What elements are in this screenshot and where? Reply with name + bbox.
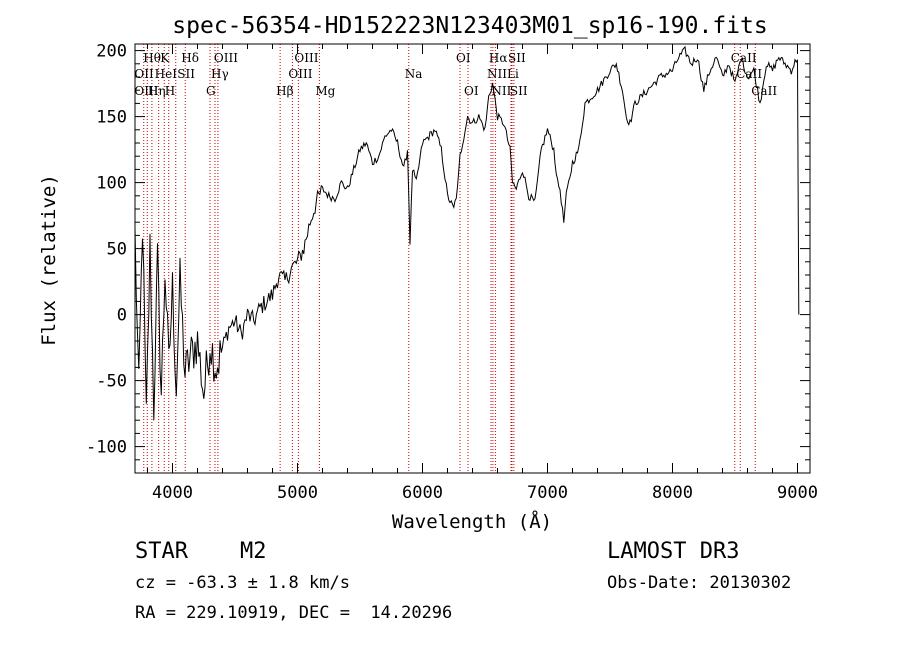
line-label: Li [507, 67, 519, 81]
x-tick-label: 6000 [402, 483, 443, 503]
spectrum-line [134, 45, 800, 421]
y-tick-label: 50 [107, 240, 127, 260]
line-label: OIII [214, 51, 238, 65]
object-class: STAR [135, 539, 188, 564]
line-label: OIII [294, 51, 318, 65]
line-label: Hα [489, 51, 508, 65]
y-tick-label: 0 [117, 306, 127, 326]
line-label: OI [456, 51, 471, 65]
x-tick-label: 4000 [152, 483, 193, 503]
observation-date: Obs-Date: 20130302 [607, 573, 792, 593]
line-label: CaII [751, 84, 777, 98]
y-axis-label: Flux (relative) [38, 174, 60, 346]
redshift-velocity: cz = -63.3 ± 1.8 km/s [135, 573, 350, 593]
line-label: H [165, 84, 175, 98]
line-label: OI [464, 84, 479, 98]
line-label: Na [405, 67, 423, 81]
x-axis-label: Wavelength (Å) [392, 510, 552, 533]
y-tick-label: 100 [96, 174, 127, 194]
line-label: NII [491, 84, 511, 98]
line-label: Hη [148, 84, 166, 98]
line-label: Mg [315, 84, 335, 98]
line-label: Hβ [276, 84, 293, 98]
line-label: SII [508, 51, 526, 65]
survey-name: LAMOST DR3 [607, 539, 740, 564]
y-tick-label: 150 [96, 108, 127, 128]
line-label: NII [487, 67, 507, 81]
line-label: OIII [134, 84, 158, 98]
line-label: HeI [155, 67, 178, 81]
x-tick-label: 8000 [652, 483, 693, 503]
x-tick-label: 9000 [777, 483, 818, 503]
line-label: Hδ [181, 51, 199, 65]
plot-frame [134, 43, 811, 474]
chart-title: spec-56354-HD152223N123403M01_sp16-190.f… [172, 13, 767, 39]
line-label: SII [510, 84, 528, 98]
line-label: G [206, 84, 216, 98]
line-label: Hγ [211, 67, 229, 81]
line-label: OIII [288, 67, 312, 81]
y-tick-label: -100 [86, 438, 127, 458]
line-label: CaII [736, 67, 762, 81]
y-axis: -100 -50 0 50 100 150 200 [86, 42, 810, 461]
x-tick-label: 5000 [277, 483, 318, 503]
emission-line-markers [143, 44, 756, 473]
line-label: SII [177, 67, 195, 81]
x-tick-label: 7000 [527, 483, 568, 503]
object-subclass: M2 [240, 539, 267, 564]
y-tick-label: 200 [96, 42, 127, 62]
line-label: CaII [731, 51, 757, 65]
x-axis: 4000 5000 6000 7000 8000 9000 [147, 44, 818, 503]
y-tick-label: -50 [96, 372, 127, 392]
line-label: K [160, 51, 170, 65]
line-label: OII [134, 67, 154, 81]
line-label: Hθ [143, 51, 161, 65]
coordinates: RA = 229.10919, DEC = 14.20296 [135, 603, 453, 623]
